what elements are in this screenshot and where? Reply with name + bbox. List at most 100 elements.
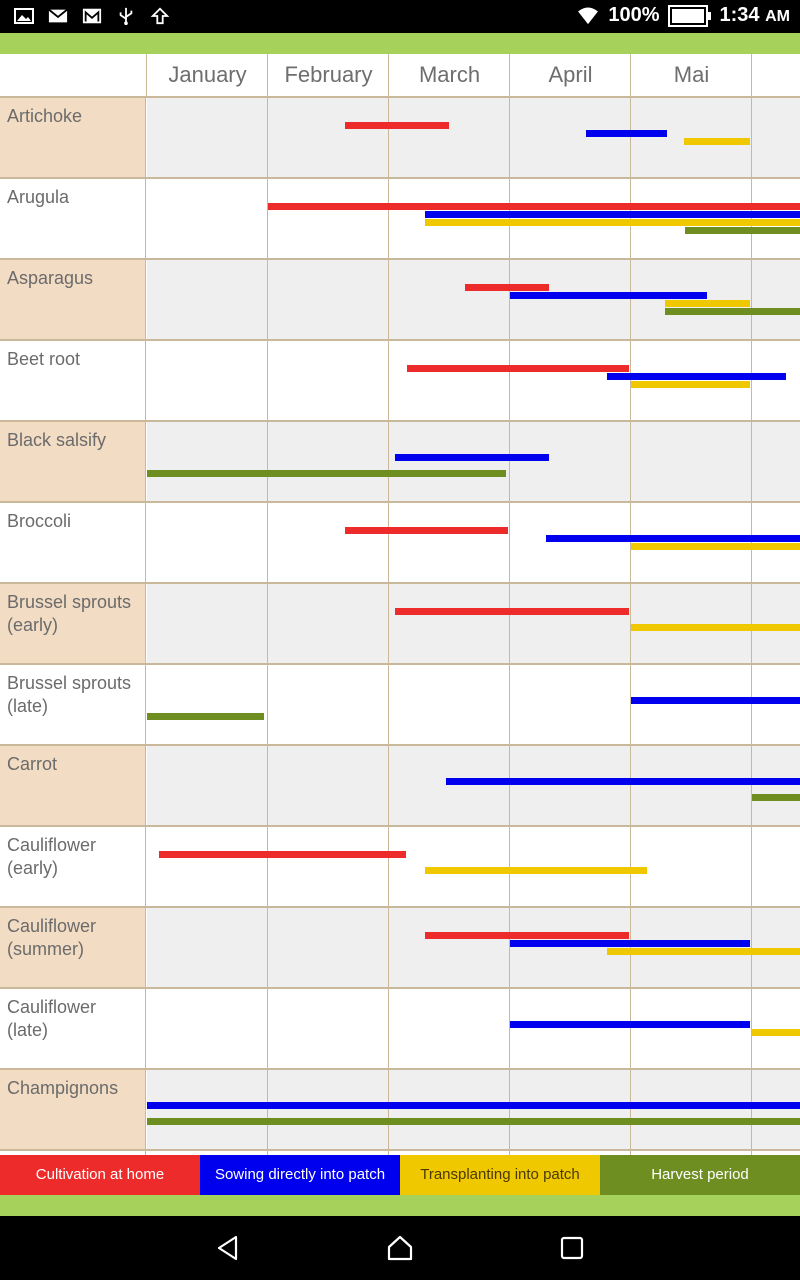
crop-timeline xyxy=(147,96,800,177)
transplanting-bar xyxy=(664,300,750,307)
month-divider xyxy=(509,906,510,987)
crop-row[interactable]: Broccoli xyxy=(0,501,800,582)
crop-name: Arugula xyxy=(0,177,146,258)
month-divider xyxy=(388,906,389,987)
wifi-icon xyxy=(578,6,599,24)
crop-row[interactable]: Brussel sprouts (early) xyxy=(0,582,800,663)
harvest-bar xyxy=(685,227,800,234)
crop-name: Cauliflower (summer) xyxy=(0,906,146,987)
month-divider xyxy=(630,1149,631,1155)
month-divider xyxy=(267,96,268,177)
crop-row[interactable]: Cauliflower (late) xyxy=(0,987,800,1068)
gmail-icon xyxy=(82,8,102,24)
cultivation-bar xyxy=(345,122,450,129)
month-divider xyxy=(267,258,268,339)
month-divider xyxy=(388,825,389,906)
crop-row[interactable] xyxy=(0,1149,800,1155)
month-header-2: February xyxy=(267,54,389,96)
month-divider xyxy=(751,258,752,339)
row-divider xyxy=(0,582,800,584)
month-divider xyxy=(509,663,510,744)
harvest-bar xyxy=(147,713,265,720)
crop-row[interactable]: Cauliflower (early) xyxy=(0,825,800,906)
month-divider xyxy=(388,1149,389,1155)
month-divider xyxy=(388,582,389,663)
crop-name: Asparagus xyxy=(0,258,146,339)
mail-icon xyxy=(48,8,68,23)
recent-apps-icon[interactable] xyxy=(558,1234,586,1262)
month-header-6: J xyxy=(751,54,800,96)
month-divider xyxy=(267,582,268,663)
sowing-bar xyxy=(425,211,800,218)
crop-row[interactable]: Champignons xyxy=(0,1068,800,1149)
crop-name: Champignons xyxy=(0,1068,146,1149)
month-divider xyxy=(388,96,389,177)
row-divider xyxy=(0,96,800,98)
row-divider xyxy=(0,258,800,260)
month-divider xyxy=(267,177,268,258)
month-divider xyxy=(751,1149,752,1155)
transplanting-bar xyxy=(425,219,800,226)
transplanting-bar xyxy=(606,948,800,955)
back-icon[interactable] xyxy=(214,1234,242,1262)
cultivation-bar xyxy=(425,932,629,939)
crop-name: Carrot xyxy=(0,744,146,825)
month-divider xyxy=(751,825,752,906)
upload-icon xyxy=(150,7,170,25)
crop-row[interactable]: Brussel sprouts (late) xyxy=(0,663,800,744)
row-divider xyxy=(0,663,800,665)
row-divider xyxy=(0,501,800,503)
sowing-bar xyxy=(395,454,549,461)
cultivation-bar xyxy=(407,365,629,372)
bottom-accent-bar xyxy=(0,1195,800,1216)
crop-row[interactable]: Cauliflower (summer) xyxy=(0,906,800,987)
crop-name: Broccoli xyxy=(0,501,146,582)
month-divider xyxy=(267,339,268,420)
legend-item: Harvest period xyxy=(600,1155,800,1195)
transplanting-bar xyxy=(631,624,800,631)
crop-row[interactable]: Black salsify xyxy=(0,420,800,501)
row-divider xyxy=(0,825,800,827)
row-divider xyxy=(0,177,800,179)
month-divider xyxy=(388,663,389,744)
month-divider xyxy=(388,258,389,339)
legend-item: Cultivation at home xyxy=(0,1155,200,1195)
month-divider xyxy=(267,420,268,501)
navigation-bar xyxy=(0,1216,800,1280)
month-divider xyxy=(388,501,389,582)
crop-name: Cauliflower (late) xyxy=(0,987,146,1068)
month-divider xyxy=(388,339,389,420)
transplanting-bar xyxy=(631,381,750,388)
month-divider xyxy=(388,420,389,501)
sowing-bar xyxy=(546,535,800,542)
month-divider xyxy=(751,420,752,501)
crop-row[interactable]: Arugula xyxy=(0,177,800,258)
clock: 1:34 AM xyxy=(719,4,790,26)
harvest-bar xyxy=(752,794,800,801)
cultivation-bar xyxy=(345,527,508,534)
sowing-bar xyxy=(510,940,750,947)
planting-calendar[interactable]: JanuaryFebruaryMarchAprilMaiJ ArtichokeA… xyxy=(0,54,800,1155)
row-divider xyxy=(0,906,800,908)
crop-row[interactable]: Beet root xyxy=(0,339,800,420)
crop-row[interactable]: Artichoke xyxy=(0,96,800,177)
row-divider xyxy=(0,339,800,341)
sowing-bar xyxy=(631,697,800,704)
battery-percent: 100% xyxy=(608,4,660,26)
month-divider xyxy=(267,1149,268,1155)
legend: Cultivation at home Sowing directly into … xyxy=(0,1155,800,1195)
month-divider xyxy=(509,1149,510,1155)
transplanting-bar xyxy=(425,867,647,874)
home-icon[interactable] xyxy=(386,1234,414,1262)
transplanting-bar xyxy=(631,543,800,550)
row-divider xyxy=(0,744,800,746)
crop-timeline xyxy=(147,1149,800,1155)
crop-timeline xyxy=(147,582,800,663)
crop-name xyxy=(0,1149,146,1155)
crop-row[interactable]: Asparagus xyxy=(0,258,800,339)
sowing-bar xyxy=(510,292,708,299)
crop-row[interactable]: Carrot xyxy=(0,744,800,825)
month-divider xyxy=(267,501,268,582)
legend-item: Sowing directly into patch xyxy=(200,1155,400,1195)
row-divider xyxy=(0,987,800,989)
